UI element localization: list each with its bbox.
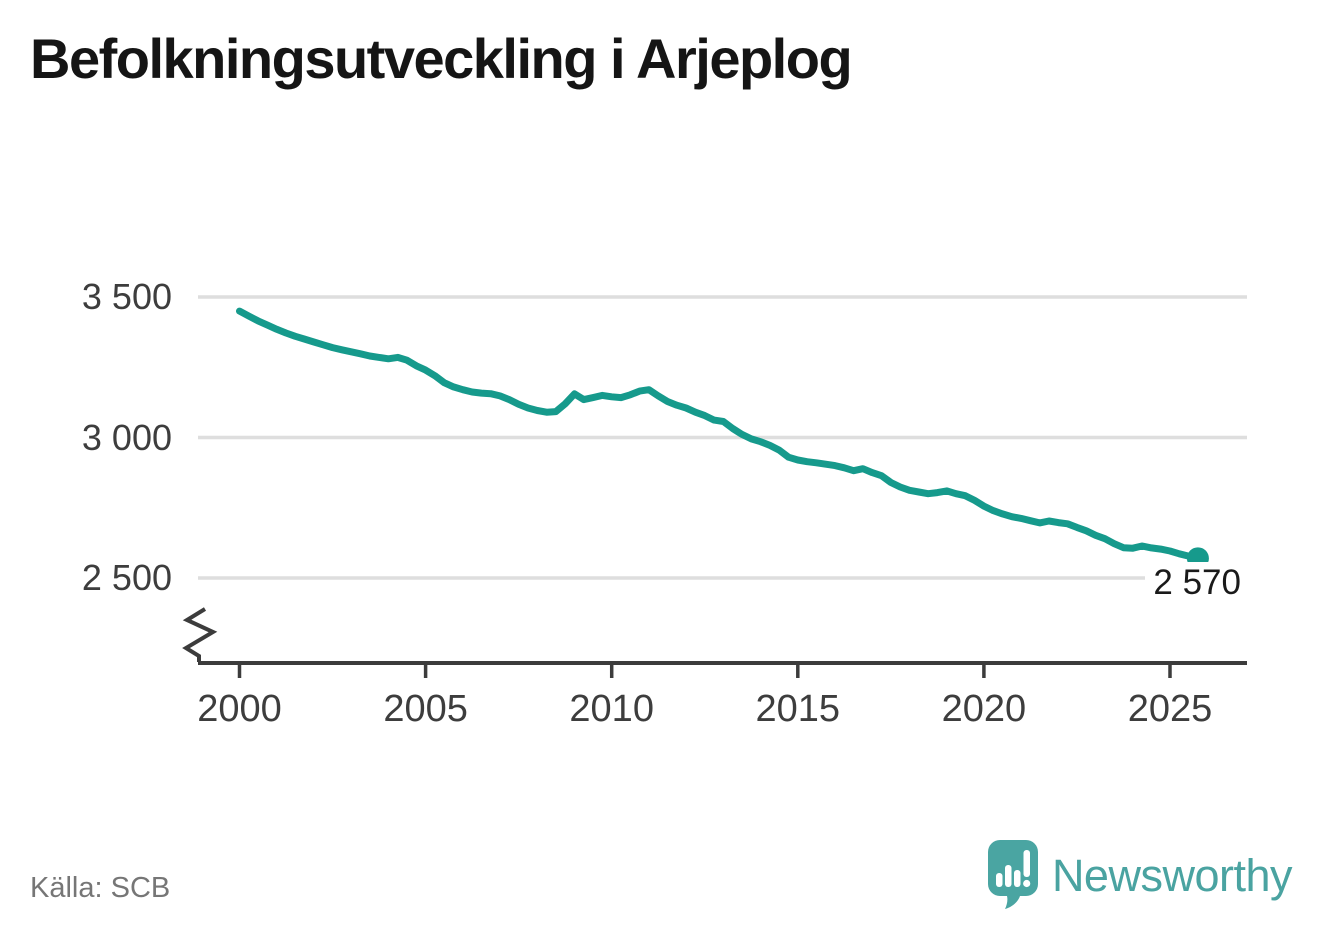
latest-value-label: 2 570 <box>1145 562 1249 603</box>
speech-bubble-shape <box>987 840 1038 909</box>
x-axis-tick-label: 2015 <box>755 688 841 730</box>
logo-bar-3 <box>1013 870 1021 887</box>
page-title: Befolkningsutveckling i Arjeplog <box>30 27 853 90</box>
newsworthy-logo-text: Newsworthy <box>1051 849 1293 901</box>
logo-bar-1 <box>995 873 1003 887</box>
newsworthy-logo-icon <box>987 840 1038 909</box>
x-axis-tick-label: 2005 <box>383 688 468 730</box>
logo-bar-2 <box>1004 865 1012 887</box>
x-axis-tick-label: 2010 <box>569 688 654 730</box>
axis-break-icon <box>182 607 218 662</box>
y-axis-tick-label: 3 000 <box>81 416 172 458</box>
x-axis-tick-label: 2025 <box>1127 688 1213 730</box>
x-axis-tick-label: 2000 <box>197 688 282 730</box>
source-note: Källa: SCB <box>30 872 171 904</box>
population-line <box>236 307 1202 562</box>
y-axis-tick-label: 3 500 <box>81 276 172 317</box>
newsworthy-logo: Newsworthy <box>987 840 1293 910</box>
logo-exclamation-bar <box>1023 850 1030 877</box>
y-axis-tick-label: 2 500 <box>81 557 172 598</box>
x-axis-tick-label: 2020 <box>941 688 1027 730</box>
logo-exclamation-dot <box>1023 879 1031 888</box>
